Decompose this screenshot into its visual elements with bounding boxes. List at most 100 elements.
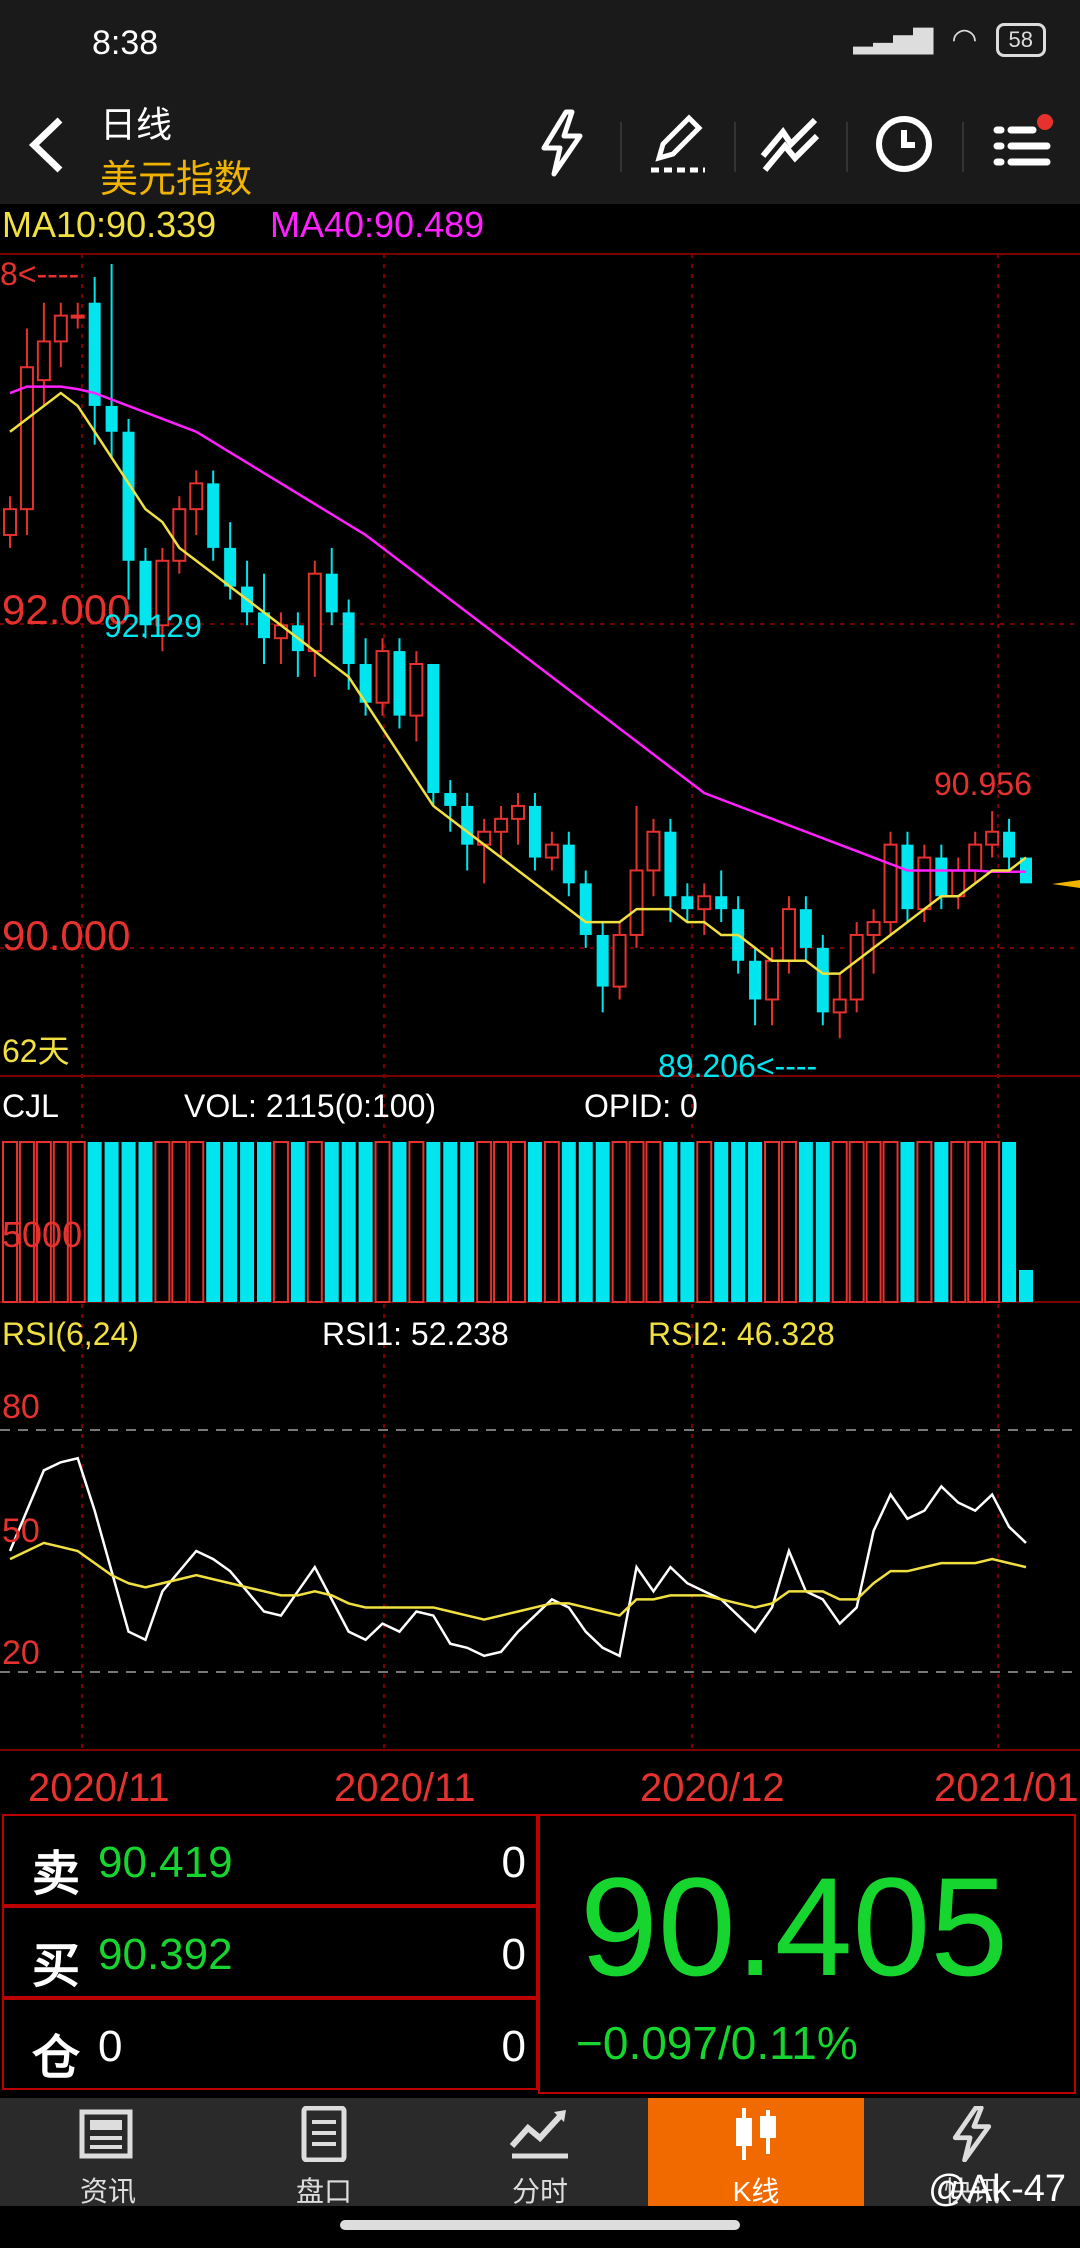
- kline-icon: [648, 2106, 864, 2175]
- signal-icon: ▂▃▅▇: [853, 24, 934, 54]
- date-label: 2020/11: [334, 1766, 476, 1810]
- flash-icon: [864, 2105, 1080, 2175]
- date-label: 2020/11: [28, 1766, 170, 1810]
- volume-bar: [69, 1141, 86, 1303]
- price-label-90: 90.000: [2, 912, 131, 959]
- volume-bar: [272, 1141, 289, 1303]
- candle: [427, 664, 440, 806]
- position-value: 0: [98, 2022, 123, 2071]
- candle: [562, 831, 575, 897]
- rsi-level-50: 50: [2, 1512, 40, 1550]
- candle: [664, 818, 677, 923]
- candle: [53, 302, 68, 368]
- sell-qty: 0: [501, 1838, 526, 1887]
- rsi-guides: [0, 1429, 1080, 1673]
- menu-button[interactable]: [984, 108, 1060, 184]
- candle: [849, 922, 864, 1013]
- volume-bar: [87, 1142, 102, 1302]
- volume-bar: [510, 1141, 526, 1303]
- volume-bar: [358, 1142, 373, 1302]
- volume-bar: [731, 1142, 746, 1302]
- candle: [172, 496, 187, 574]
- volume-bar: [460, 1142, 475, 1302]
- volume-bar: [443, 1142, 458, 1302]
- lightning-button[interactable]: [524, 108, 600, 184]
- volume-bar: [408, 1141, 425, 1303]
- nav-news[interactable]: 资讯: [0, 2098, 216, 2207]
- kline-chart[interactable]: MA10:90.339 MA40:90.489 8<---- 92.000 92…: [0, 204, 1080, 1810]
- date-label: 2020/12: [640, 1766, 785, 1810]
- volume-indicator-name: CJL: [2, 1088, 59, 1124]
- pen-icon: [651, 114, 705, 173]
- candle: [70, 302, 85, 329]
- volume-bar: [2, 1141, 18, 1303]
- candle: [1020, 857, 1032, 884]
- volume-bar: [714, 1142, 729, 1302]
- home-indicator[interactable]: [340, 2220, 740, 2230]
- trendline-button[interactable]: [752, 108, 828, 184]
- volume-bar: [290, 1142, 305, 1302]
- volume-bar: [240, 1142, 255, 1302]
- volume-bar: [188, 1141, 205, 1303]
- draw-button[interactable]: [640, 108, 716, 184]
- volume-bar: [52, 1141, 69, 1303]
- nav-flash-label: 快讯: [943, 2176, 1000, 2207]
- candle: [985, 811, 1000, 858]
- header-divider: [734, 122, 736, 172]
- ma10-legend: MA10:90.339: [2, 204, 217, 245]
- page-title: 日线: [100, 104, 173, 145]
- candle: [935, 844, 948, 910]
- volume-bar: [527, 1142, 542, 1302]
- back-button[interactable]: [22, 110, 82, 180]
- chart-canvas[interactable]: [0, 204, 1080, 1772]
- candle: [697, 883, 712, 935]
- volume-bar: [831, 1141, 848, 1303]
- volume-bar: [882, 1141, 899, 1303]
- volume-bar: [138, 1142, 153, 1302]
- bottom-nav: 资讯 盘口 分时 K线 快讯: [0, 2098, 1080, 2207]
- candle: [749, 947, 762, 1026]
- instrument-name: 美元指数: [100, 159, 253, 201]
- volume-bar: [306, 1141, 323, 1303]
- candle: [258, 573, 270, 664]
- ma10-line: [9, 391, 1027, 975]
- nav-flash[interactable]: 快讯: [864, 2098, 1080, 2207]
- low-label-bottom: 89.206<----: [658, 1048, 818, 1084]
- buy-row: 买 90.392 0: [2, 1906, 538, 1998]
- candle: [393, 638, 406, 729]
- high-label-right: 90.956: [934, 766, 1032, 802]
- volume-bar: [1019, 1270, 1033, 1302]
- candle: [155, 547, 170, 652]
- sell-row: 卖 90.419 0: [2, 1814, 538, 1906]
- volume-bar: [171, 1141, 188, 1303]
- buy-label: 买: [32, 1940, 81, 1993]
- candle: [596, 922, 609, 1013]
- volume-bar: [374, 1141, 391, 1303]
- price-label-92: 92.000: [2, 586, 131, 633]
- volume-bar: [815, 1142, 830, 1302]
- rsi2-value: RSI2: 46.328: [648, 1316, 835, 1352]
- volume-bar: [324, 1142, 339, 1302]
- period-button[interactable]: [866, 108, 942, 184]
- position-qty: 0: [501, 2022, 526, 2071]
- low-label-left: 92.129: [104, 608, 202, 644]
- nav-kline[interactable]: K线: [648, 2098, 864, 2207]
- nav-orderbook-label: 盘口: [295, 2176, 352, 2207]
- top-bar: 日线 美元指数: [0, 88, 1080, 204]
- candle: [612, 922, 627, 1000]
- volume-bar: [595, 1142, 610, 1302]
- candle: [342, 599, 355, 690]
- nav-orderbook[interactable]: 盘口: [216, 2098, 432, 2207]
- nav-intraday[interactable]: 分时: [432, 2098, 648, 2207]
- volume-bar: [780, 1141, 797, 1303]
- opid-value: OPID: 0: [584, 1088, 698, 1124]
- volume-bar: [1002, 1142, 1017, 1302]
- position-label: 仓: [32, 2032, 81, 2085]
- volume-bar: [865, 1141, 882, 1303]
- volume-bar: [392, 1142, 407, 1302]
- volume-bar: [798, 1142, 813, 1302]
- rsi2-line: [9, 1541, 1027, 1621]
- candle: [189, 470, 204, 535]
- rsi-indicator-name: RSI(6,24): [2, 1316, 139, 1352]
- volume-bar: [696, 1141, 713, 1303]
